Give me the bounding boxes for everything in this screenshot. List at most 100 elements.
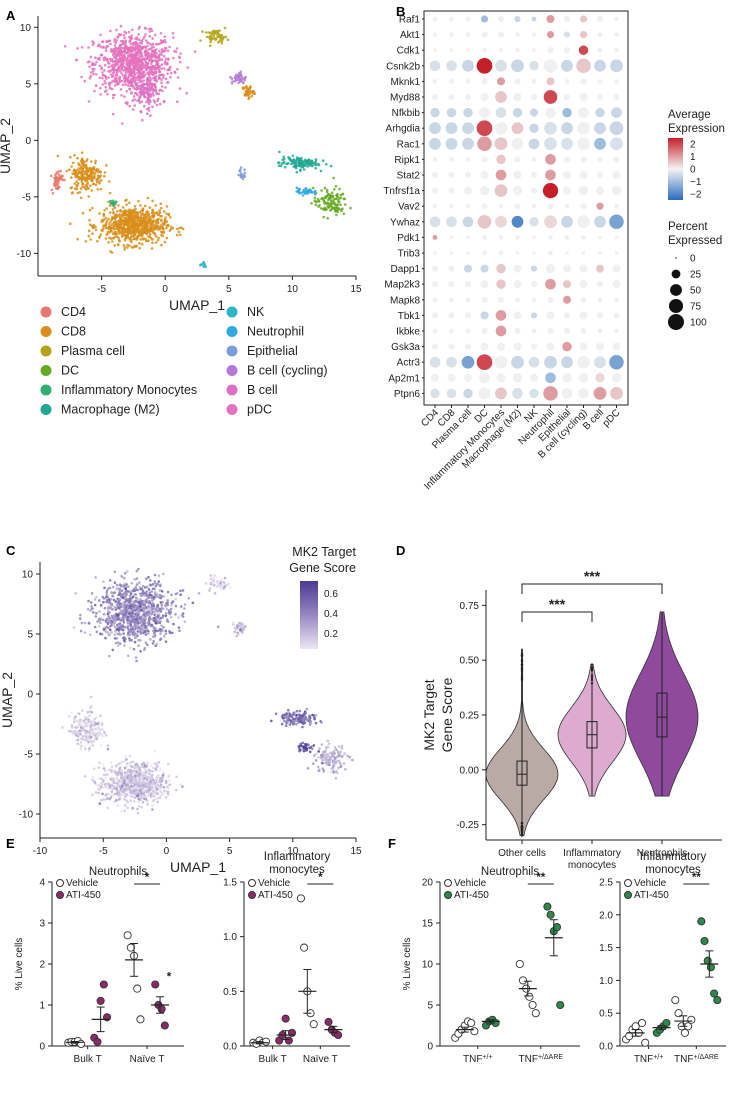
umap-point: [147, 588, 151, 591]
umap-point: [110, 218, 113, 221]
umap-point: [177, 230, 181, 234]
umap-point: [108, 83, 111, 87]
umap-point: [322, 215, 326, 219]
umap-point: [340, 208, 343, 211]
umap-point: [90, 704, 93, 708]
umap-point: [74, 592, 77, 595]
dot: [580, 203, 587, 210]
dot: [563, 312, 571, 319]
umap-point: [148, 232, 152, 236]
umap-point: [153, 783, 156, 786]
dot: [594, 356, 606, 369]
umap-point: [139, 204, 142, 207]
umap-point: [113, 44, 117, 47]
umap-point: [241, 623, 244, 626]
umap-point: [106, 744, 110, 747]
umap-point: [131, 765, 134, 769]
umap-point: [133, 212, 137, 215]
umap-point: [111, 112, 115, 116]
dot: [495, 310, 507, 321]
umap-point: [156, 796, 160, 800]
dot: [515, 32, 520, 38]
umap-point: [92, 171, 96, 174]
umap-point: [330, 202, 334, 205]
umap-point: [336, 750, 340, 754]
umap-point: [209, 578, 212, 581]
umap-point: [98, 76, 102, 80]
umap-point: [238, 80, 242, 83]
umap-point: [150, 773, 154, 777]
gene-label: Rac1: [397, 139, 421, 150]
umap-point: [95, 630, 99, 634]
umap-point: [216, 35, 219, 39]
umap-point: [139, 587, 143, 591]
umap-point: [107, 241, 110, 244]
umap-point: [133, 64, 137, 67]
umap-point: [81, 182, 85, 185]
umap-point: [101, 763, 105, 766]
dot: [446, 60, 457, 72]
umap-point: [90, 733, 94, 737]
umap-point: [98, 617, 101, 621]
umap-point: [155, 211, 159, 214]
umap-point: [120, 768, 124, 772]
umap-point: [146, 77, 150, 81]
dot: [462, 216, 474, 228]
umap-point: [129, 84, 133, 88]
umap-point: [197, 592, 201, 595]
umap-point: [118, 43, 122, 47]
umap-point: [338, 762, 342, 765]
umap-point: [208, 587, 212, 590]
umap-point: [151, 587, 155, 590]
dot: [431, 93, 439, 101]
y-tick-label: 10: [22, 570, 34, 581]
umap-point: [313, 196, 317, 200]
umap-point: [303, 158, 307, 162]
legend-B: AverageExpression210−1−2PercentExpressed…: [668, 109, 725, 330]
umap-point: [317, 756, 320, 759]
umap-point: [56, 172, 59, 175]
x-tick-label: 10: [287, 846, 299, 857]
umap-point: [314, 163, 317, 167]
umap-point: [115, 227, 118, 230]
umap-point: [119, 786, 123, 790]
umap-point: [132, 86, 136, 89]
umap-point: [98, 761, 101, 765]
umap-point: [135, 770, 138, 774]
umap-point: [137, 797, 141, 801]
umap-point: [175, 233, 179, 237]
umap-point: [152, 214, 156, 218]
umap-point: [63, 45, 67, 48]
size-legend-title-1: Percent: [668, 221, 708, 233]
umap-point: [134, 656, 138, 659]
umap-point: [136, 50, 140, 54]
umap-point: [115, 28, 118, 32]
umap-point: [122, 227, 125, 230]
umap-point: [302, 161, 306, 164]
umap-point: [160, 624, 163, 627]
dot: [564, 203, 570, 209]
umap-point: [111, 208, 115, 211]
umap-point: [80, 151, 84, 154]
dot: [532, 235, 536, 240]
dot: [595, 186, 605, 195]
umap-point: [280, 722, 284, 726]
umap-point: [170, 593, 173, 597]
umap-point: [166, 762, 170, 766]
dot: [542, 182, 559, 199]
umap-point: [223, 576, 227, 580]
y-tick-label: -5: [22, 192, 31, 203]
umap-point: [113, 64, 117, 68]
umap-point: [142, 616, 146, 619]
umap-point: [83, 621, 87, 625]
umap-point: [136, 588, 139, 592]
umap-point: [135, 596, 138, 600]
legend-label-pdc: pDC: [247, 403, 272, 417]
dot: [546, 311, 555, 320]
dot: [494, 355, 508, 369]
dot: [580, 327, 587, 335]
umap-point: [94, 228, 98, 232]
dot: [515, 234, 520, 240]
umap-point: [157, 97, 160, 101]
dot: [614, 47, 619, 53]
